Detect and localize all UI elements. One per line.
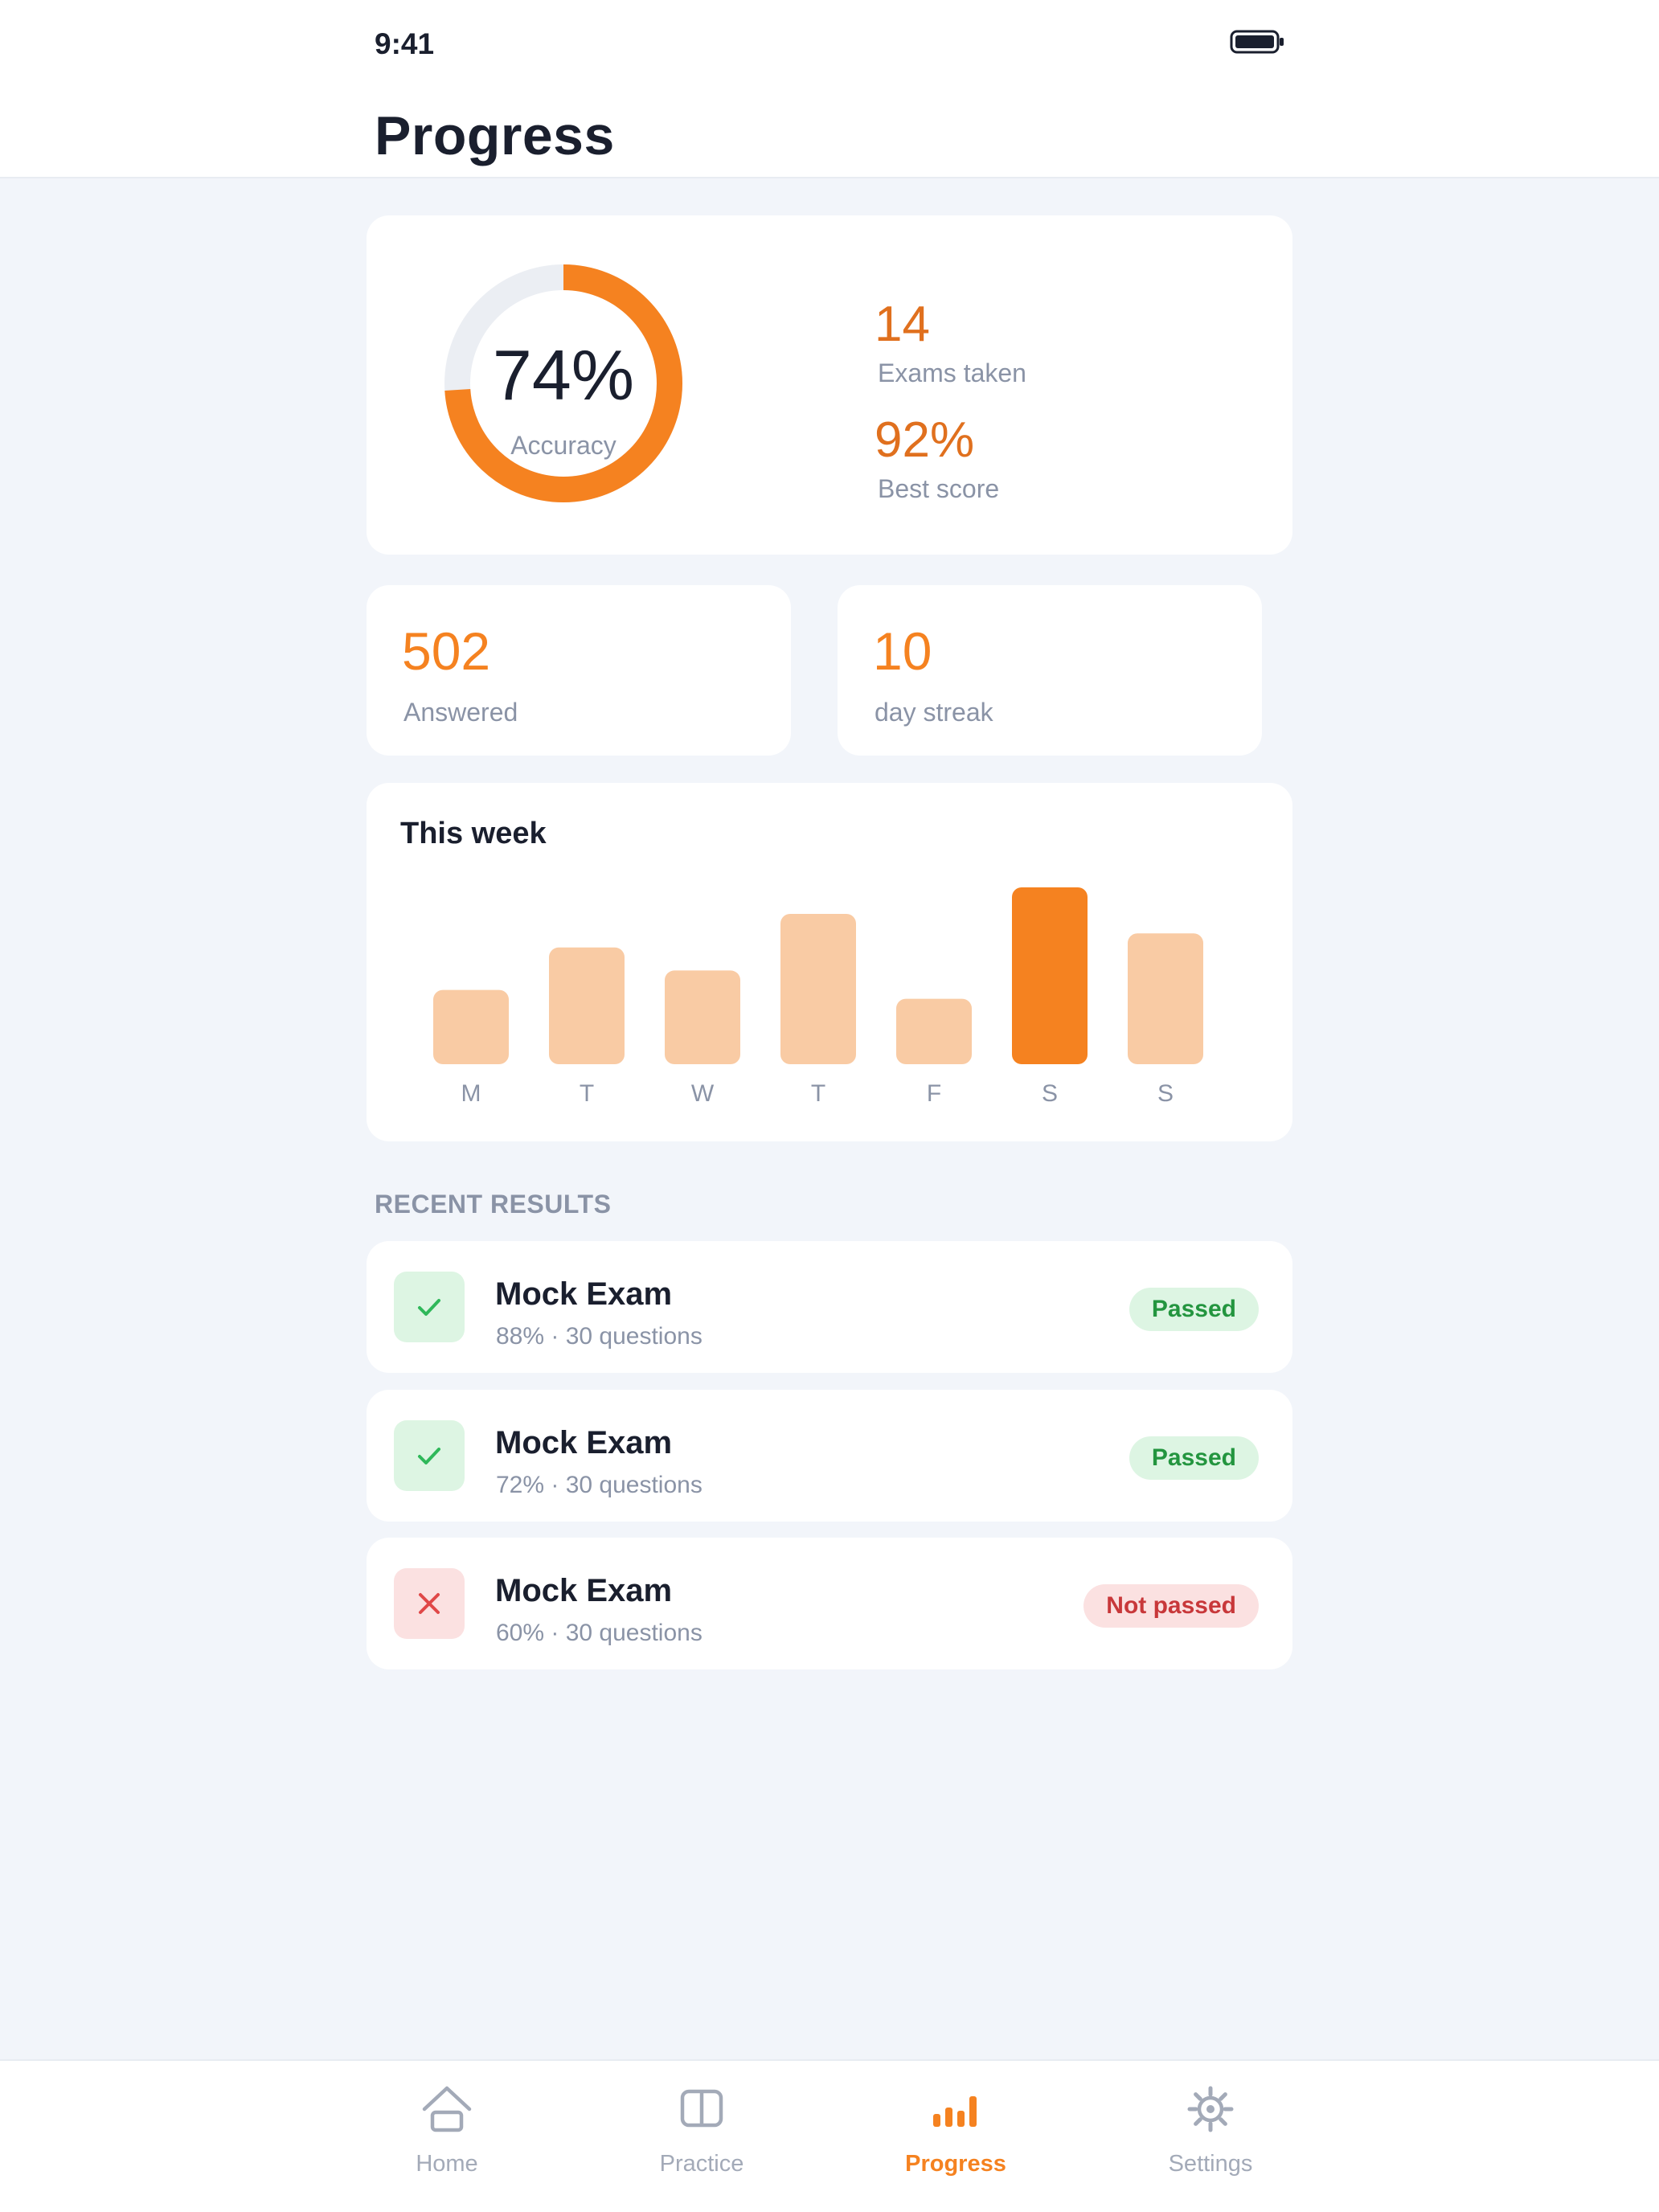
result-title: Mock Exam	[495, 1276, 673, 1312]
bar-3	[665, 970, 740, 1064]
streak-card: 10 day streak	[838, 585, 1262, 756]
page-title: Progress	[375, 105, 615, 166]
day-label-4: T	[811, 1080, 825, 1107]
bar-1	[433, 989, 509, 1064]
result-subtitle: 72% · 30 questions	[496, 1472, 703, 1498]
close-icon	[419, 1593, 440, 1614]
accuracy-donut	[444, 264, 682, 502]
failed-icon-box	[394, 1568, 465, 1639]
bar-7	[1128, 933, 1203, 1064]
recent-results-heading: RECENT RESULTS	[375, 1190, 612, 1219]
day-label-2: T	[580, 1080, 594, 1107]
day-label-7: S	[1157, 1080, 1174, 1107]
best-score-value: 92%	[875, 412, 975, 468]
streak-value: 10	[873, 621, 932, 681]
status-badge: Passed	[1129, 1436, 1259, 1480]
day-label-3: W	[691, 1080, 715, 1107]
answered-value: 502	[402, 621, 491, 681]
home-icon	[422, 2086, 472, 2132]
tab-home-label: Home	[416, 2151, 478, 2177]
result-subtitle: 88% · 30 questions	[496, 1323, 703, 1350]
bar-5	[896, 998, 972, 1064]
accuracy-summary-card: 74% Accuracy 14 Exams taken 92% Best sco…	[367, 215, 1292, 555]
passed-icon-box	[394, 1272, 465, 1342]
tab-settings[interactable]: Settings	[1106, 2061, 1315, 2212]
tab-practice-label: Practice	[659, 2151, 744, 2177]
result-row-1[interactable]: Mock Exam 88% · 30 questions Passed	[367, 1241, 1292, 1373]
accuracy-label: Accuracy	[510, 431, 616, 460]
streak-label: day streak	[875, 698, 993, 727]
tab-progress[interactable]: Progress	[851, 2061, 1060, 2212]
day-label-1: M	[461, 1080, 481, 1107]
best-score-label: Best score	[878, 474, 1000, 503]
status-badge: Passed	[1129, 1288, 1259, 1331]
bottom-tab-bar: Home Practice Progress	[0, 2059, 1659, 2212]
top-bar: 9:41 Progress	[0, 0, 1659, 178]
result-row-3[interactable]: Mock Exam 60% · 30 questions Not passed	[367, 1538, 1292, 1669]
tab-progress-label: Progress	[905, 2151, 1006, 2177]
book-icon	[680, 2089, 723, 2128]
bar-4	[780, 914, 856, 1064]
exams-taken-value: 14	[875, 297, 930, 352]
status-badge: Not passed	[1083, 1584, 1259, 1628]
answered-card: 502 Answered	[367, 585, 791, 756]
bar-6	[1012, 887, 1088, 1064]
check-icon	[418, 1299, 440, 1316]
week-title: This week	[400, 817, 547, 850]
day-label-6: S	[1042, 1080, 1058, 1107]
gear-icon	[1187, 2086, 1234, 2132]
bar-2	[549, 947, 625, 1064]
passed-icon-box	[394, 1420, 465, 1491]
weekly-activity-card: M T W T F S S This week	[367, 783, 1292, 1141]
tab-practice[interactable]: Practice	[597, 2061, 806, 2212]
result-title: Mock Exam	[495, 1573, 673, 1608]
result-title: Mock Exam	[495, 1425, 673, 1460]
result-subtitle: 60% · 30 questions	[496, 1620, 703, 1646]
accuracy-value: 74%	[492, 335, 635, 415]
day-label-5: F	[927, 1080, 941, 1107]
bar-chart-icon	[933, 2096, 977, 2127]
battery-icon	[1230, 30, 1284, 54]
status-time: 9:41	[375, 27, 435, 60]
tab-home[interactable]: Home	[342, 2061, 551, 2212]
tab-settings-label: Settings	[1168, 2151, 1253, 2177]
check-icon	[418, 1448, 440, 1464]
result-row-2[interactable]: Mock Exam 72% · 30 questions Passed	[367, 1390, 1292, 1522]
donut-progress-arc	[444, 264, 682, 502]
answered-label: Answered	[403, 698, 518, 727]
exams-taken-label: Exams taken	[878, 358, 1026, 387]
